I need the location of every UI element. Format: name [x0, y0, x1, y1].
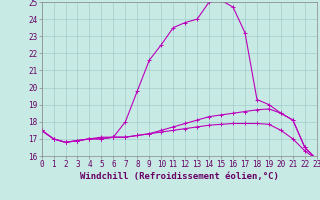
- X-axis label: Windchill (Refroidissement éolien,°C): Windchill (Refroidissement éolien,°C): [80, 172, 279, 181]
